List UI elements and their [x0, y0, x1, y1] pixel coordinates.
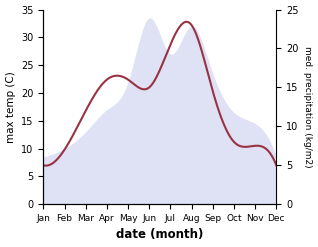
Y-axis label: max temp (C): max temp (C): [5, 71, 16, 143]
X-axis label: date (month): date (month): [116, 228, 204, 242]
Y-axis label: med. precipitation (kg/m2): med. precipitation (kg/m2): [303, 46, 313, 168]
